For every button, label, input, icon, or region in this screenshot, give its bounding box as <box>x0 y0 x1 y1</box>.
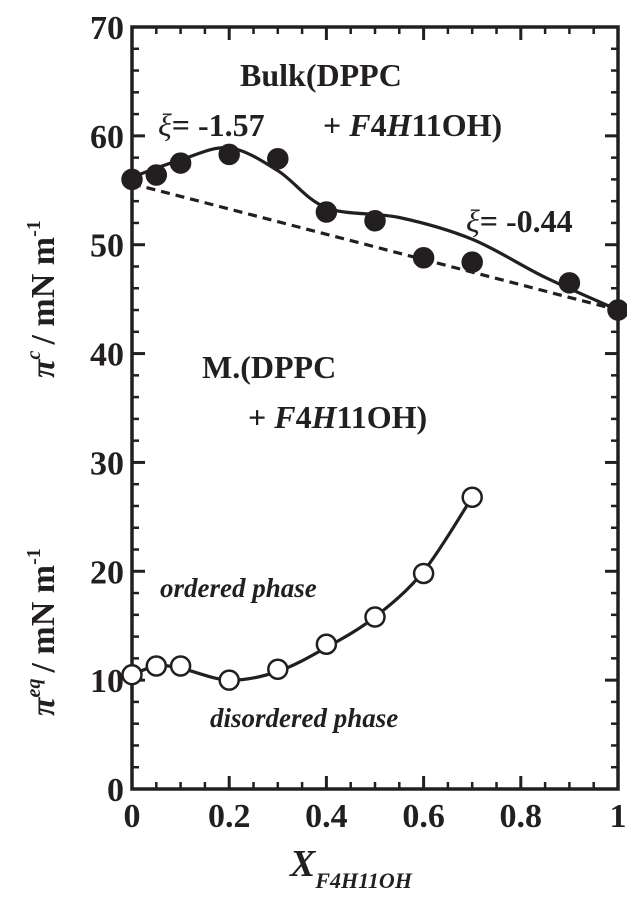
fit-curve-0 <box>131 146 619 312</box>
bulk-data-point <box>145 164 168 186</box>
y-axis-label-lower: πeq/ mN m-1 <box>23 548 62 716</box>
y-tick-label: 20 <box>90 554 124 591</box>
bulk-data-point <box>218 143 240 166</box>
monolayer-data-point <box>364 606 386 628</box>
ideal-mixing-dashed-line <box>131 182 619 312</box>
y-tick-label: 60 <box>90 119 124 156</box>
xi-annotation-1: ξ= -1.57 <box>158 107 265 143</box>
x-tick-label: 0.2 <box>208 798 251 835</box>
bulk-data-point <box>121 168 143 191</box>
monolayer-annotation-line2: + F4H11OH) <box>248 399 427 435</box>
bulk-data-point <box>169 152 192 174</box>
monolayer-data-point <box>121 663 143 686</box>
monolayer-data-point <box>461 486 483 509</box>
data-points <box>121 143 627 691</box>
monolayer-data-point <box>315 633 338 655</box>
y-axis-label-upper: πc/ mN m-1 <box>23 220 62 378</box>
bulk-data-point <box>412 247 435 269</box>
axis-ticks <box>130 25 620 791</box>
monolayer-data-point <box>267 658 289 681</box>
bulk-data-point <box>267 147 289 170</box>
ordered-phase-label: ordered phase <box>160 573 317 603</box>
y-tick-label: 50 <box>90 228 124 265</box>
bulk-data-point <box>607 299 627 321</box>
bulk-data-point <box>315 201 338 223</box>
bulk-data-point <box>461 251 483 273</box>
x-tick-label: 0 <box>124 798 141 835</box>
svg-text:πc/ mN m-1: πc/ mN m-1 <box>23 220 62 378</box>
svg-text:πeq/ mN m-1: πeq/ mN m-1 <box>23 548 62 716</box>
y-tick-label: 70 <box>90 10 124 47</box>
bulk-annotation-line2: + F4H11OH) <box>323 107 502 143</box>
x-tick-label: 0.4 <box>305 798 348 835</box>
bulk-data-point <box>364 210 386 232</box>
x-tick-label: 1 <box>610 798 627 835</box>
monolayer-data-point <box>412 562 435 585</box>
x-tick-label: 0.8 <box>500 798 543 835</box>
xi-annotation-2: ξ= -0.44 <box>466 203 573 239</box>
y-tick-label: 10 <box>90 663 124 700</box>
y-tick-label: 30 <box>90 445 124 482</box>
x-tick-label: 0.6 <box>402 798 445 835</box>
monolayer-data-point <box>145 655 168 677</box>
x-axis-label: XF4H11OH <box>289 843 413 893</box>
monolayer-data-point <box>169 655 192 677</box>
monolayer-data-point <box>218 669 240 691</box>
y-tick-label: 40 <box>90 337 124 374</box>
axis-tick-labels: 0 10 20 30 40 50 60 70 0 0.2 0.4 0.6 0.8 1 <box>90 10 627 835</box>
bulk-annotation-line1: Bulk(DPPC <box>240 57 402 93</box>
bulk-data-point <box>558 272 581 294</box>
disordered-phase-label: disordered phase <box>210 703 398 733</box>
monolayer-annotation-line1: M.(DPPC <box>202 349 336 385</box>
y-tick-label: 0 <box>107 772 124 809</box>
